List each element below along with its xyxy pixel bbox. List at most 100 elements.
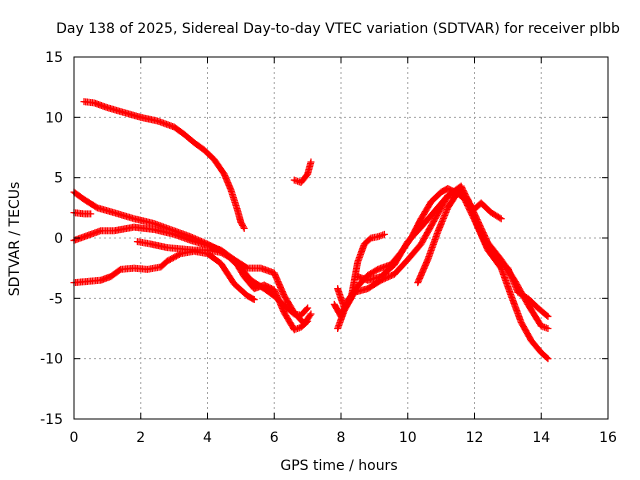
data-point-trail [108,266,123,280]
data-point-trail [414,257,431,285]
data-point-trail [221,171,234,192]
data-point-trail [405,224,424,244]
y-tick-label: 5 [54,171,63,187]
chart-title: Day 138 of 2025, Sidereal Day-to-day VTE… [56,21,620,37]
data-point-trail [539,323,550,332]
data-point-trail [152,220,177,234]
data-point-trail [485,245,501,263]
data-point-trail [375,231,387,240]
data-point-trail [525,295,541,311]
x-axis-label: GPS time / hours [280,458,397,474]
data-point-trail [85,276,103,285]
data-point-trail [241,274,257,291]
data-point-trail [298,318,311,330]
x-tick-label: 14 [532,430,550,446]
data-point-trail [535,305,551,319]
y-tick-label: 15 [45,50,63,66]
data-point-trail [132,215,157,227]
data-point-trail [495,257,511,271]
data-point-trail [105,104,127,116]
data-point-trail [418,217,438,247]
data-point-trail [231,257,247,279]
data-point-trail [431,193,451,214]
data-point-trail [304,159,315,177]
data-point-trail [352,285,370,296]
y-axis-label: SDTVAR / TECUs [7,182,23,297]
data-point-trail [227,187,241,213]
data-point-trail [525,302,544,329]
data-point-trail [71,189,87,202]
data-point-trail [464,197,481,228]
data-point-trail [505,266,521,295]
data-point-trail [369,233,380,242]
data-point-trail [518,320,534,343]
series-arc-12 [414,188,552,320]
data-point-trail [122,109,143,121]
data-point-trail [192,248,210,257]
data-point-trail [81,196,100,211]
y-tick-label: 0 [54,231,63,247]
data-point-trail [378,262,397,280]
x-tick-label: 4 [203,430,212,446]
data-point-trail [281,310,297,332]
data-point-trail [361,235,374,247]
data-point-trail [379,271,397,284]
axis-ticks [73,56,609,420]
data-point-trail [201,147,217,162]
data-point-trail [375,261,394,273]
data-point-trail [365,277,384,292]
data-point-trail [148,240,170,251]
data-point-trail [234,208,244,225]
x-tick-label: 8 [337,430,346,446]
data-point-trail [205,251,224,266]
data-point-trail [188,237,210,249]
data-point-trail [82,210,93,218]
data-point-trail [292,324,303,333]
data-point-trail [165,250,183,264]
data-point-trail [478,200,494,216]
data-point-trail [445,189,461,211]
data-point-trail [98,273,113,284]
data-point-trail [392,257,411,277]
y-tick-label: -10 [40,352,63,368]
data-point-trail [218,261,237,286]
data-point-trail [231,281,250,299]
data-point-trail [172,231,193,244]
data-point-trail [82,98,96,107]
data-point-trail [155,118,177,130]
data-point-trail [354,242,368,265]
data-point-trail [538,350,551,362]
data-point-trail [489,210,504,222]
x-tick-label: 6 [270,430,279,446]
data-point [240,224,248,232]
y-tick-label: -5 [49,291,63,307]
data-point-trail [158,258,170,270]
data-point-trail [258,265,277,276]
series-arc-1 [80,98,248,232]
data-point-trail [298,171,311,185]
x-tick-label: 16 [599,430,617,446]
data-point-trail [145,263,163,273]
data-point-trail [528,338,544,355]
data-point-trail [211,157,227,177]
data-point-trail [428,189,444,205]
series-arc-7 [290,158,315,186]
data-point-trail [391,239,411,267]
data-point-trail [92,99,110,111]
data-points [70,98,552,363]
data-point-trail [365,273,384,284]
data-point-trail [138,114,160,125]
data-point-trail [112,223,137,234]
data-point-trail [181,131,197,146]
axis-tick-labels: 0 2 4 6 8 10 12 14 16 -15 -10 -5 0 5 10 15 [40,50,617,446]
data-point-trail [418,209,437,230]
x-tick-label: 0 [70,430,79,446]
data-point-trail [365,266,380,279]
data-point-trail [112,209,137,222]
y-tick-label: -15 [40,412,63,428]
data-point-trail [424,230,441,262]
series-arc-6 [70,247,258,304]
data-point-trail [455,189,471,202]
